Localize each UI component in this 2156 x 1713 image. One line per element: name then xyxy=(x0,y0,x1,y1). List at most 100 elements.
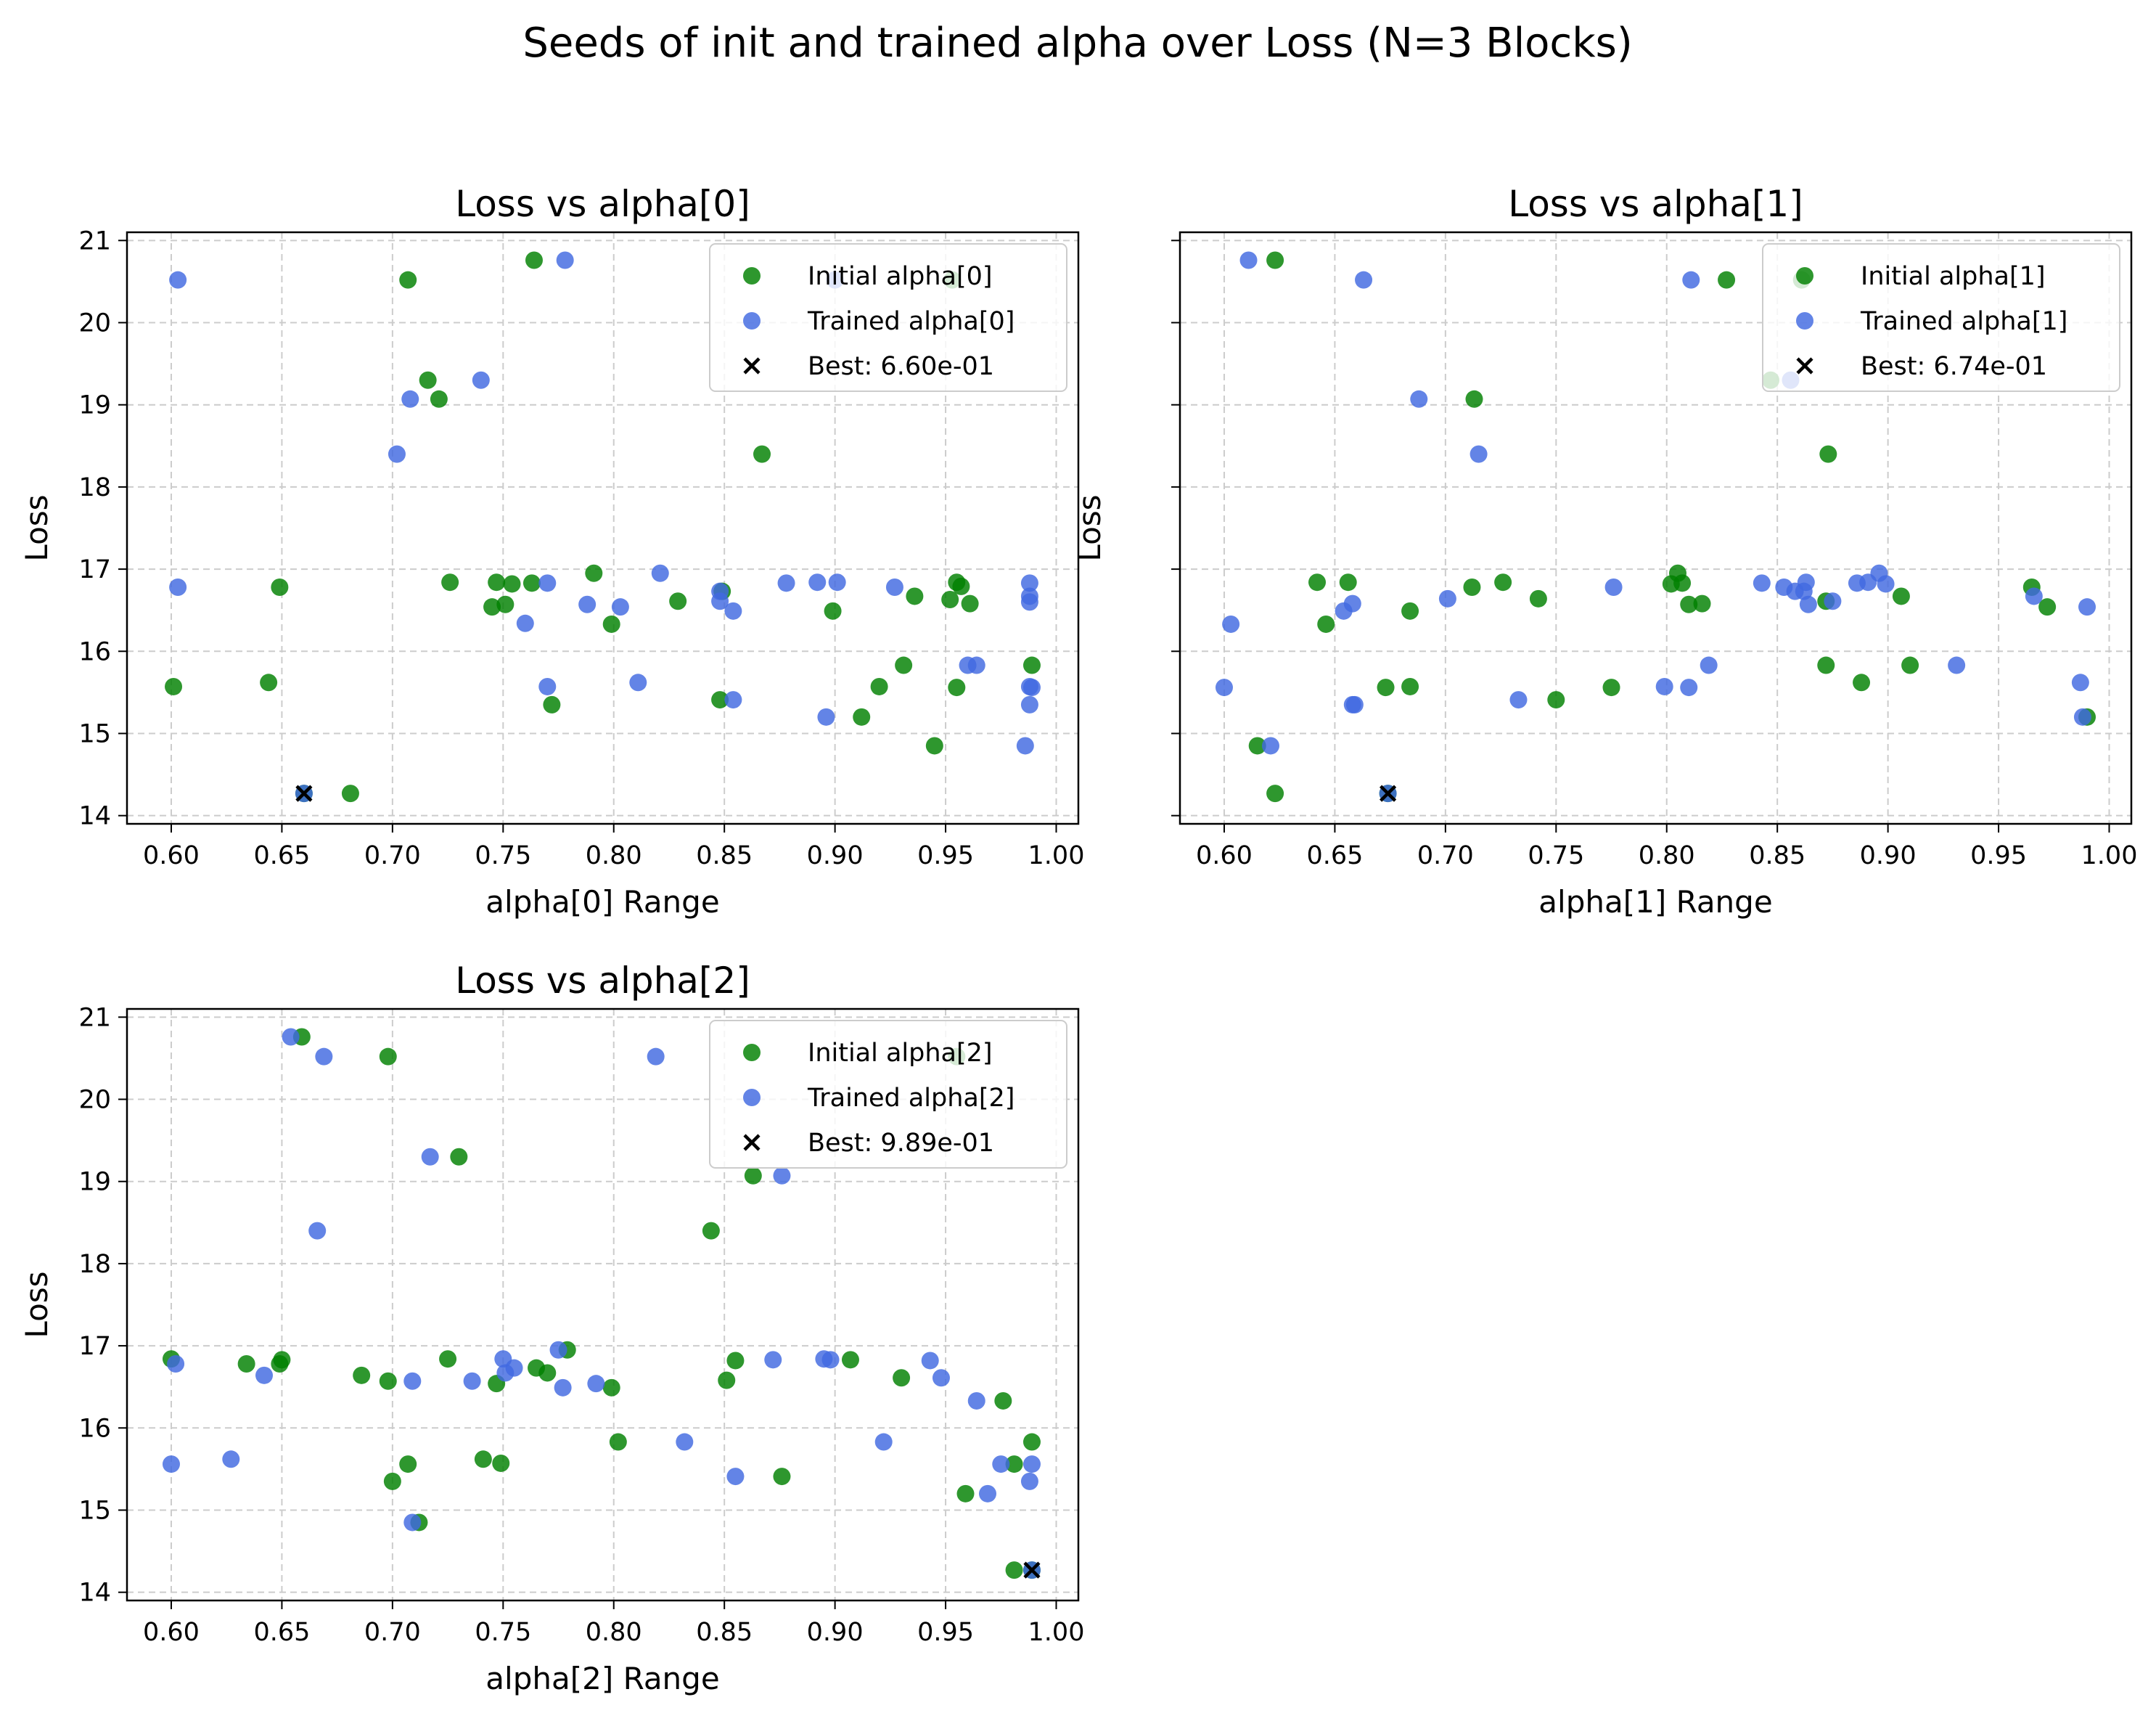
legend-label: Initial alpha[0] xyxy=(808,262,993,291)
trained-point xyxy=(647,1047,665,1066)
initial-point xyxy=(273,1351,291,1369)
trained-point xyxy=(1022,679,1041,697)
legend-label: Initial alpha[1] xyxy=(1861,262,2046,291)
subplots: 0.60 0.65 0.70 0.75 0.80 0.85 0.90 0.95 1.00 14 15… xyxy=(19,183,2137,1696)
x-tick-label: 0.80 xyxy=(586,1618,642,1647)
trained-point xyxy=(611,598,629,616)
x-tick-label: 0.85 xyxy=(696,1618,753,1647)
x-tick-label: 0.65 xyxy=(1306,841,1363,870)
trained-point xyxy=(587,1375,605,1393)
trained-point xyxy=(885,579,903,596)
y-tick-label: 16 xyxy=(78,1414,111,1443)
trained-point xyxy=(1020,574,1038,592)
initial-point xyxy=(841,1351,859,1369)
trained-point xyxy=(1020,695,1038,714)
trained-point xyxy=(1700,656,1718,674)
trained-point xyxy=(538,677,557,695)
x-tick-label: 0.70 xyxy=(1417,841,1474,870)
legend-marker xyxy=(1796,312,1813,330)
trained-point xyxy=(463,1372,481,1390)
trained-point xyxy=(578,595,597,613)
trained-point xyxy=(315,1047,333,1066)
y-tick-label: 17 xyxy=(78,555,111,584)
subplot-0: 0.60 0.65 0.70 0.75 0.80 0.85 0.90 0.95 1.00 14 15… xyxy=(19,183,1084,920)
initial-point xyxy=(961,594,979,613)
initial-point xyxy=(525,251,543,269)
initial-point xyxy=(399,271,417,289)
initial-point xyxy=(1853,674,1871,692)
trained-point xyxy=(978,1484,996,1503)
trained-point xyxy=(222,1450,240,1468)
x-tick-label: 0.95 xyxy=(917,1618,974,1647)
subplot-2: 0.60 0.65 0.70 0.75 0.80 0.85 0.90 0.95 1.00 14 15… xyxy=(19,960,1084,1696)
x-tick-label: 0.65 xyxy=(253,841,310,870)
trained-point xyxy=(556,251,574,269)
trained-point xyxy=(282,1028,300,1046)
trained-point xyxy=(821,1351,840,1369)
trained-point xyxy=(167,1355,185,1373)
initial-point xyxy=(441,573,459,592)
initial-point xyxy=(956,1484,975,1503)
initial-point xyxy=(602,615,620,633)
initial-point xyxy=(1266,251,1284,269)
initial-point xyxy=(399,1455,417,1473)
best-point xyxy=(1023,1561,1041,1579)
initial-point xyxy=(379,1372,397,1390)
legend-marker xyxy=(743,312,761,330)
initial-point xyxy=(773,1468,791,1486)
initial-point xyxy=(353,1366,371,1384)
initial-point xyxy=(1401,602,1419,620)
initial-point xyxy=(585,564,603,582)
x-axis-label: alpha[0] Range xyxy=(485,884,719,920)
y-tick-label: 20 xyxy=(78,1086,111,1115)
x-tick-label: 0.95 xyxy=(1970,841,2027,870)
trained-point xyxy=(401,390,419,408)
initial-point xyxy=(419,371,437,389)
initial-point xyxy=(1339,573,1357,592)
trained-point xyxy=(1222,615,1240,633)
initial-point xyxy=(1547,691,1565,709)
initial-point xyxy=(165,677,183,695)
trained-point xyxy=(817,708,835,726)
initial-point xyxy=(609,1433,627,1451)
legend-marker xyxy=(743,1044,761,1061)
initial-point xyxy=(1005,1561,1023,1579)
x-axis-label: alpha[1] Range xyxy=(1538,884,1772,920)
x-tick-label: 1.00 xyxy=(2081,841,2138,870)
y-tick-label: 14 xyxy=(78,1579,111,1608)
initial-point xyxy=(503,575,521,593)
series-1 xyxy=(169,251,1041,803)
best-point xyxy=(295,785,313,802)
initial-point xyxy=(383,1472,401,1490)
legend: Initial alpha[2] Trained alpha[2] Best: 9.… xyxy=(709,1020,1067,1169)
trained-point xyxy=(1022,1455,1041,1473)
y-tick-label: 16 xyxy=(78,637,111,666)
y-tick-label: 21 xyxy=(78,1003,111,1032)
trained-point xyxy=(1345,695,1364,714)
initial-point xyxy=(237,1355,255,1373)
initial-point xyxy=(1005,1455,1023,1473)
y-tick-label: 17 xyxy=(78,1332,111,1361)
trained-point xyxy=(2078,598,2096,616)
trained-point xyxy=(1355,271,1373,289)
trained-point xyxy=(1824,592,1842,610)
trained-point xyxy=(932,1369,950,1387)
initial-point xyxy=(1529,589,1547,608)
trained-point xyxy=(676,1433,694,1451)
trained-point xyxy=(472,371,490,389)
initial-point xyxy=(260,674,278,692)
subplot-1: 0.60 0.65 0.70 0.75 0.80 0.85 0.90 0.95 1.00 Loss… xyxy=(1072,183,2137,920)
initial-point xyxy=(1308,573,1327,592)
trained-point xyxy=(1604,579,1623,596)
x-tick-label: 0.90 xyxy=(807,1618,864,1647)
trained-point xyxy=(549,1341,567,1359)
trained-point xyxy=(403,1372,422,1390)
trained-point xyxy=(921,1352,939,1370)
initial-point xyxy=(379,1047,397,1066)
best-point xyxy=(1379,785,1397,802)
x-tick-label: 0.95 xyxy=(917,841,974,870)
y-tick-label: 19 xyxy=(78,391,111,420)
initial-point xyxy=(492,1454,510,1472)
subplot-title: Loss vs alpha[2] xyxy=(455,960,750,1002)
initial-point xyxy=(1022,1433,1041,1451)
